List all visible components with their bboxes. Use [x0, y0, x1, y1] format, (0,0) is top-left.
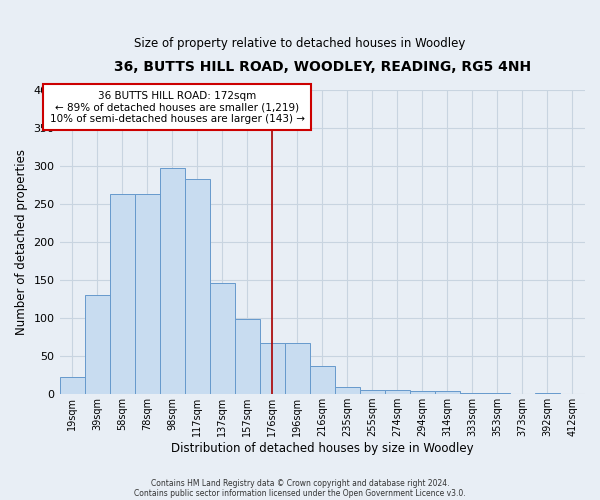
Bar — [59, 378, 85, 394]
Text: Size of property relative to detached houses in Woodley: Size of property relative to detached ho… — [134, 38, 466, 51]
Bar — [85, 296, 110, 394]
Bar — [385, 390, 410, 394]
Bar — [285, 342, 310, 394]
Bar — [110, 194, 134, 394]
Bar — [209, 282, 235, 394]
Text: Contains public sector information licensed under the Open Government Licence v3: Contains public sector information licen… — [134, 488, 466, 498]
Bar — [360, 390, 385, 394]
Bar — [335, 388, 360, 394]
X-axis label: Distribution of detached houses by size in Woodley: Distribution of detached houses by size … — [171, 442, 473, 455]
Bar — [260, 342, 285, 394]
Bar — [410, 391, 435, 394]
Text: Contains HM Land Registry data © Crown copyright and database right 2024.: Contains HM Land Registry data © Crown c… — [151, 478, 449, 488]
Text: 36 BUTTS HILL ROAD: 172sqm
← 89% of detached houses are smaller (1,219)
10% of s: 36 BUTTS HILL ROAD: 172sqm ← 89% of deta… — [50, 90, 305, 124]
Y-axis label: Number of detached properties: Number of detached properties — [15, 150, 28, 336]
Bar — [134, 194, 160, 394]
Bar — [235, 319, 260, 394]
Title: 36, BUTTS HILL ROAD, WOODLEY, READING, RG5 4NH: 36, BUTTS HILL ROAD, WOODLEY, READING, R… — [114, 60, 531, 74]
Bar — [185, 178, 209, 394]
Bar — [435, 391, 460, 394]
Bar — [310, 366, 335, 394]
Bar — [160, 168, 185, 394]
